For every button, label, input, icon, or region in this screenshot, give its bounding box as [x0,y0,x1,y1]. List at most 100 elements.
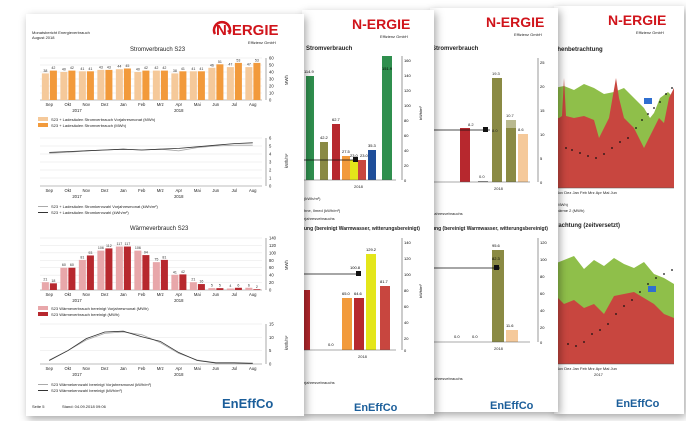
chart1-legend-2: S23 + Ladesäulen Stromverbrauch (MWh) [38,123,126,128]
chart1-bar-prev [171,73,179,100]
page2-ylabel1: kWh/m² [418,106,423,120]
chart3-ytick: 80 [269,258,274,263]
chart3-bar-curr [123,246,131,290]
page3-ytick2-6: 0 [540,340,543,345]
page3-bar2-2 [492,262,504,342]
chart1-bar-curr [49,70,57,100]
chart3-xtick: Jul [232,292,237,297]
page3-ytick2-1: 100 [540,257,547,262]
page3-ytick2-3: 60 [540,291,545,296]
page2-chart1-title: Stromverbrauch [306,46,353,52]
chart3-bar-prev [245,287,253,290]
chart4-ylabel: kWh/m² [284,335,289,350]
chart1-bar-curr [253,62,261,100]
page4-legend1-b: wärme 2 (MWh) [556,208,585,213]
chart1-bar-curr [234,62,242,100]
page2-ytick2-4: 60 [404,304,409,309]
chart1-year-label: 2018 [174,108,184,113]
chart4-xtick: Mai [194,366,201,371]
page4-chart1 [554,78,674,189]
chart1-legend-text-1: S23 + Ladesäulen Stromverbrauch Vorjahre… [51,117,156,122]
chart4-xtick: Feb [138,366,146,371]
page4-chart2 [554,256,674,365]
chart3-bar-curr [105,248,113,290]
page3-ytick1-1: 20 [540,84,545,89]
chart1-label-curr: 51 [218,60,222,64]
chart3-legend-swatch-2 [38,312,48,316]
chart3-label-curr: 5 [219,284,221,288]
chart2-xtick: Dez [101,188,108,193]
page3-bar-val-1: 8.2 [468,122,474,127]
chart1-label-curr: 42 [70,66,74,70]
page2-ytick2-1: 120 [404,256,411,261]
page2-year1: 2018 [354,184,363,189]
chart1-label-prev: 41 [191,67,195,71]
chart3-bar-curr [216,288,224,290]
chart3-label-prev: 106 [135,246,141,250]
page2-bar2-2 [342,298,352,350]
chart2-xtick: Aug [249,188,257,193]
page2-ytick2-5: 40 [404,320,409,325]
chart3-bar-curr [179,274,187,290]
chart3-ytick: 60 [269,265,274,270]
page3-chart1-title: Stromverbrauch [432,46,479,52]
chart1-xtick: Okt [64,102,71,107]
chart3-bar-curr [197,284,205,290]
page1-header-line2: August 2018 [32,35,55,40]
report-page-2: N-ERGIE Effizienz GmbH Stromverbrauch 11… [302,10,434,414]
chart4-ytick: 15 [269,322,274,327]
page1-logo-text: N-ERGIE [216,22,279,39]
chart2-legend-swatch-2 [38,212,48,213]
page2-ytick2-2: 100 [404,272,411,277]
chart2-legend-1: S23 + Ladesäulen Stromkennzahl Vorjahres… [38,204,158,209]
page2-bar-2 [320,142,328,180]
chart1-label-prev: 46 [210,63,214,67]
chart3-label-curr: 94 [144,251,148,255]
chart1-label-prev: 43 [99,65,103,69]
chart2-legend-text-1: S23 + Ladesäulen Stromkennzahl Vorjahres… [51,204,158,209]
chart4-series-curr [49,330,253,364]
page2-val-2: 42.2 [320,135,329,140]
chart1-svg: 60 50 40 30 20 10 0 MWh Sep Okt Nov Dez Jan Feb Mrz Apr… [40,56,289,113]
page3-bar2-val-1: 95.6 [492,243,501,248]
chart1-label-prev: 44 [117,65,121,69]
chart1-bar-curr [142,70,150,100]
page2-val-7: 35.3 [368,143,377,148]
chart3-ytick: 140 [269,236,277,241]
page4-chart2-red-area [554,292,674,364]
chart3-xtick: Dez [101,292,108,297]
chart3-label-prev: 106 [98,246,104,250]
page1-footer-mid: Stand: 04.09.2018 09:06 [62,404,106,409]
page2-bar2-3 [354,298,364,350]
chart1-bar-curr [216,64,224,100]
page3-legend2: rjahresvebrauchs [432,376,463,381]
chart3-ytick: 20 [269,280,274,285]
chart1-label-prev: 40 [136,68,140,72]
page2-ytick1-6: 40 [404,148,409,153]
chart3-xtick: Nov [83,292,91,297]
chart3-title: Wärmeverbrauch S23 [130,226,189,232]
chart1-label-prev: 40 [62,68,66,72]
chart2-xtick: Nov [83,188,91,193]
chart3-ytick: 120 [269,243,277,248]
chart3-legend-text-1: S23 Wärmeverbrauch bereinigt Vorjahresmo… [51,306,149,311]
chart3-label-prev: 6 [248,283,250,287]
chart3-bar-prev [134,250,142,290]
page3-bar-3 [492,78,502,182]
chart2-xtick: Jan [120,188,127,193]
page3-chart2-title: ung (bereinigt Warmwasser, witterungsber… [432,226,548,232]
page2-logo-text: N-ERGIE [352,16,411,32]
chart3-bar-prev [41,282,49,290]
page3-legend1: rjahresvebrauchs [432,211,463,216]
chart4-ytick: 5 [269,348,272,353]
chart3-xtick: Sep [46,292,54,297]
chart3-legend-2: S23 Wärmeverbrauch bereinigt (MWh) [38,312,119,317]
chart4-ytick: 0 [269,362,272,367]
chart3-label-curr: 112 [106,244,112,248]
page2-bar-7 [368,150,376,180]
chart3-label-curr: 42 [181,270,185,274]
chart3-label-curr: 2 [256,285,258,289]
page3-bar2-val-4: 0.0 [472,334,478,339]
page3-logo: N-ERGIE [486,14,544,30]
chart3-xtick: Apr [175,292,182,297]
